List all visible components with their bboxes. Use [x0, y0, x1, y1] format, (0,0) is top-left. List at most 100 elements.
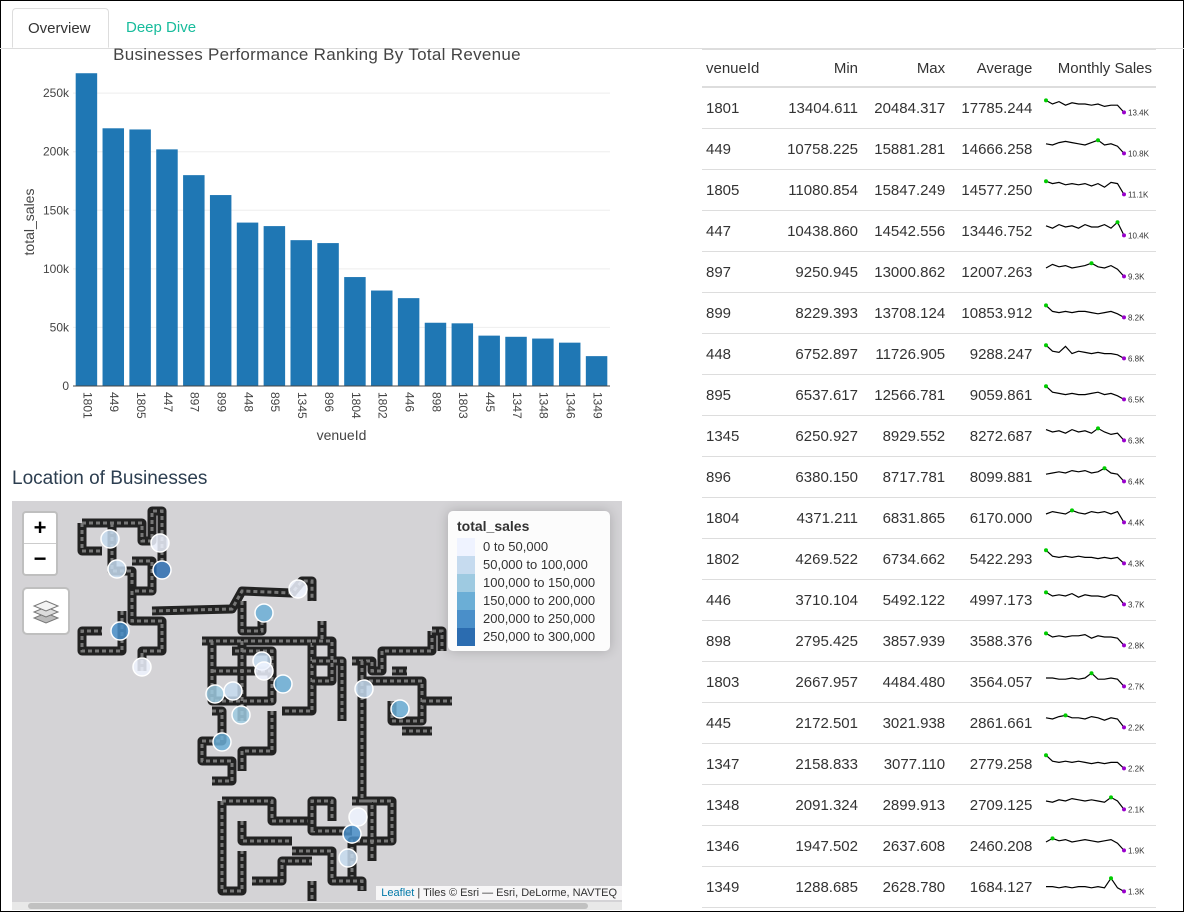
- tab-overview[interactable]: Overview: [12, 8, 109, 48]
- sparkline: 1.9K: [1045, 836, 1145, 855]
- business-marker[interactable]: [132, 657, 152, 677]
- business-marker[interactable]: [390, 699, 410, 719]
- sparkline: 2.1K: [1045, 795, 1145, 814]
- bar[interactable]: [397, 298, 420, 386]
- tab-deep-dive[interactable]: Deep Dive: [126, 19, 197, 36]
- table-row: 1805 11080.854 15847.249 14577.250 11.1K: [702, 169, 1156, 211]
- bar[interactable]: [102, 128, 125, 386]
- cell-max: 13000.862: [862, 251, 950, 293]
- col-header-min[interactable]: Min: [774, 48, 862, 88]
- zoom-out-button[interactable]: −: [33, 546, 47, 571]
- bar[interactable]: [236, 222, 259, 386]
- bar[interactable]: [478, 335, 500, 386]
- cell-venueid: 1347: [702, 743, 775, 785]
- sparkline-path: [1045, 180, 1125, 195]
- bar[interactable]: [344, 277, 366, 386]
- business-marker[interactable]: [100, 529, 120, 549]
- sparkline-value-label: 2.2K: [1128, 764, 1145, 773]
- layers-button[interactable]: [22, 587, 70, 635]
- business-marker[interactable]: [212, 732, 232, 752]
- bar[interactable]: [156, 149, 178, 386]
- bar[interactable]: [290, 240, 312, 386]
- cell-average: 2779.258: [949, 743, 1037, 785]
- business-marker[interactable]: [110, 621, 130, 641]
- bar[interactable]: [585, 356, 608, 386]
- x-tick-label: 445: [483, 392, 497, 412]
- street: [310, 799, 334, 831]
- table-row: 899 8229.393 13708.124 10853.912 8.2K: [702, 292, 1156, 334]
- sparkline-value-label: 11.1K: [1128, 190, 1149, 199]
- scrollbar-thumb[interactable]: [28, 903, 588, 909]
- business-location-map[interactable]: + − total_sales 0 to 50,000 50,000 to 10…: [12, 501, 622, 910]
- bar[interactable]: [129, 129, 151, 386]
- sparkline: 3.7K: [1044, 590, 1145, 609]
- cell-average: 8272.687: [949, 415, 1037, 457]
- business-marker[interactable]: [254, 603, 274, 623]
- cell-max: 3077.110: [862, 743, 950, 785]
- sparkline: 10.8K: [1045, 138, 1150, 158]
- business-marker[interactable]: [231, 705, 251, 725]
- business-marker[interactable]: [348, 807, 368, 827]
- bar[interactable]: [317, 243, 339, 386]
- bar[interactable]: [451, 323, 474, 386]
- zoom-in-button[interactable]: +: [24, 513, 56, 544]
- table-row: 1802 4269.522 6734.662 5422.293 4.3K: [702, 538, 1156, 580]
- business-marker[interactable]: [354, 679, 374, 699]
- cell-monthly-sales: 4.3K: [1036, 538, 1156, 580]
- business-marker[interactable]: [254, 661, 274, 681]
- table-row: 1348 2091.324 2899.913 2709.125 2.1K: [702, 784, 1156, 826]
- cell-venueid: 1804: [702, 497, 775, 539]
- bar[interactable]: [75, 73, 98, 386]
- cell-average: 17785.244: [949, 87, 1037, 129]
- sparkline: 1.3K: [1046, 876, 1145, 896]
- sparkline-path: [1045, 754, 1125, 769]
- leaflet-link[interactable]: Leaflet: [381, 887, 415, 899]
- sparkline-path: [1045, 549, 1125, 564]
- business-marker[interactable]: [223, 681, 243, 701]
- sparkline: 6.8K: [1044, 343, 1145, 363]
- bar[interactable]: [209, 195, 232, 386]
- business-marker[interactable]: [107, 559, 127, 579]
- business-marker[interactable]: [338, 848, 358, 868]
- cell-venueid: 1803: [702, 661, 775, 703]
- cell-venueid: 895: [702, 374, 775, 416]
- cell-min: 6250.927: [774, 415, 862, 457]
- cell-venueid: 896: [702, 456, 775, 498]
- sparkline-value-label: 6.8K: [1128, 354, 1145, 363]
- x-tick-label: 449: [107, 392, 121, 412]
- business-marker[interactable]: [205, 684, 225, 704]
- y-tick-label: 50k: [50, 320, 70, 334]
- bar[interactable]: [183, 175, 205, 386]
- bar[interactable]: [371, 290, 393, 386]
- bar[interactable]: [424, 322, 447, 386]
- business-marker[interactable]: [288, 579, 308, 599]
- col-header-average[interactable]: Average: [949, 48, 1037, 88]
- sparkline-value-label: 3.7K: [1128, 600, 1145, 609]
- business-marker[interactable]: [152, 560, 172, 580]
- cell-venueid: 1348: [702, 784, 775, 826]
- sparkline: 9.3K: [1045, 261, 1145, 281]
- business-marker[interactable]: [150, 533, 170, 553]
- zoom-control: + −: [22, 511, 58, 576]
- bar[interactable]: [532, 338, 554, 386]
- cell-max: 3857.939: [862, 620, 950, 662]
- table-row: 1804 4371.211 6831.865 6170.000 4.4K: [702, 497, 1156, 539]
- table-row: 897 9250.945 13000.862 12007.263 9.3K: [702, 251, 1156, 293]
- cell-monthly-sales: 13.4K: [1036, 87, 1156, 129]
- col-header-venueid[interactable]: venueId: [702, 48, 775, 88]
- legend-title: total_sales: [457, 518, 530, 534]
- col-header-monthly-sales[interactable]: Monthly Sales: [1036, 48, 1156, 88]
- sparkline-path: [1045, 509, 1125, 523]
- cell-min: 1947.502: [774, 825, 862, 867]
- bar[interactable]: [558, 342, 581, 386]
- business-marker[interactable]: [342, 824, 362, 844]
- bar[interactable]: [263, 226, 286, 386]
- business-marker[interactable]: [273, 674, 293, 694]
- col-header-max[interactable]: Max: [862, 48, 950, 88]
- sparkline-max-dot: [1096, 138, 1100, 143]
- horizontal-scrollbar[interactable]: [12, 902, 622, 910]
- legend-label: 50,000 to 100,000: [483, 557, 588, 572]
- map-tiles[interactable]: [12, 501, 622, 910]
- bar[interactable]: [505, 336, 527, 386]
- sparkline-max-dot: [1063, 713, 1068, 718]
